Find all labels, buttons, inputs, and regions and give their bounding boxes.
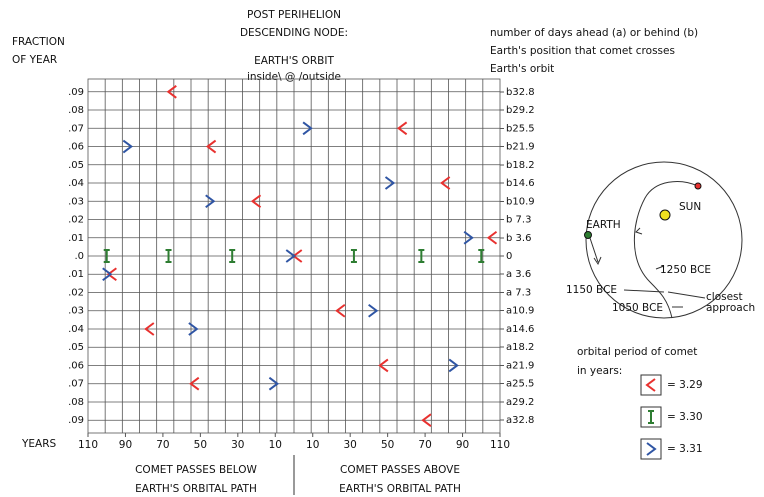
region-label: COMET PASSES ABOVE: [340, 464, 460, 476]
x-tick-label: 10: [306, 439, 319, 451]
y2-tick-label: a18.2: [506, 342, 534, 353]
x-tick-label: 70: [418, 439, 431, 451]
sun: [660, 210, 670, 220]
x-tick-label: 90: [456, 439, 469, 451]
y-tick-label: .09: [68, 87, 84, 98]
x-tick-label: 110: [490, 439, 510, 451]
earth: [585, 232, 592, 239]
y2-tick-label: a 3.6: [506, 269, 531, 280]
y-tick-label: .04: [68, 324, 84, 335]
y-tick-label: .06: [68, 142, 84, 153]
y2-tick-label: b 7.3: [506, 215, 531, 226]
y2-label: Earth's orbit: [490, 63, 554, 75]
y2-tick-label: b 3.6: [506, 233, 531, 244]
orbit-label: 1250 BCE: [660, 264, 711, 276]
y2-tick-label: b14.6: [506, 178, 535, 189]
y-tick-label: .02: [68, 215, 84, 226]
title: POST PERIHELION: [247, 9, 341, 21]
y2-tick-label: a10.9: [506, 306, 534, 317]
y-tick-label: .07: [68, 123, 84, 134]
y-tick-label: .05: [68, 342, 84, 353]
y2-tick-label: a14.6: [506, 324, 534, 335]
y-tick-label: .02: [68, 287, 84, 298]
x-tick-label: 50: [381, 439, 394, 451]
y-tick-label: .0: [74, 251, 84, 262]
legend-box: [641, 375, 661, 395]
region-label: EARTH'S ORBITAL PATH: [135, 483, 257, 495]
x-tick-label: 70: [156, 439, 169, 451]
legend-label: = 3.30: [667, 411, 703, 423]
y-tick-label: .01: [68, 233, 84, 244]
y-tick-label: .01: [68, 269, 84, 280]
y2-label: Earth's position that comet crosses: [490, 45, 675, 57]
y-tick-label: .04: [68, 178, 84, 189]
orbit-label: SUN: [679, 201, 701, 213]
orbit-label: approach: [706, 302, 755, 314]
x-tick-label: 10: [269, 439, 282, 451]
y-label: OF YEAR: [12, 54, 57, 66]
y-label: FRACTION: [12, 36, 65, 48]
legend-label: = 3.29: [667, 379, 703, 391]
legend-title: in years:: [577, 365, 622, 377]
y-tick-label: .07: [68, 379, 84, 390]
y-tick-label: .06: [68, 360, 84, 371]
legend-label: = 3.31: [667, 443, 703, 455]
x-tick-label: 30: [343, 439, 356, 451]
region-label: COMET PASSES BELOW: [135, 464, 257, 476]
y2-tick-label: b29.2: [506, 105, 535, 116]
y-tick-label: .05: [68, 160, 84, 171]
y-tick-label: .09: [68, 415, 84, 426]
y2-tick-label: b32.8: [506, 87, 535, 98]
orbit-label: 1050 BCE: [612, 302, 663, 314]
y2-tick-label: a21.9: [506, 361, 534, 372]
x-tick-label: 30: [231, 439, 244, 451]
y2-tick-label: a 7.3: [506, 288, 531, 299]
y2-tick-label: 0: [506, 251, 512, 262]
y2-tick-label: a25.5: [506, 379, 534, 390]
x-tick-label: 110: [78, 439, 98, 451]
y2-tick-label: a29.2: [506, 397, 534, 408]
orbit-label: 1150 BCE: [566, 284, 617, 296]
legend-title: orbital period of comet: [577, 346, 697, 358]
legend-box: [641, 439, 661, 459]
title: DESCENDING NODE:: [240, 27, 348, 39]
x-tick-label: 50: [194, 439, 207, 451]
orbit-label: EARTH: [586, 219, 621, 231]
y-tick-label: .08: [68, 397, 84, 408]
subtitle: EARTH'S ORBIT: [254, 55, 334, 67]
y-tick-label: .08: [68, 105, 84, 116]
region-label: EARTH'S ORBITAL PATH: [339, 483, 461, 495]
y2-tick-label: b25.5: [506, 124, 535, 135]
y2-tick-label: b10.9: [506, 197, 535, 208]
chart: POST PERIHELION DESCENDING NODE: EARTH'S…: [0, 0, 764, 497]
y2-tick-label: b18.2: [506, 160, 535, 171]
x-tick-label: 90: [119, 439, 132, 451]
x-label: YEARS: [21, 438, 57, 450]
y-tick-label: .03: [68, 306, 84, 317]
y2-tick-label: b21.9: [506, 142, 535, 153]
y2-tick-label: a32.8: [506, 415, 534, 426]
y2-label: number of days ahead (a) or behind (b): [490, 27, 698, 39]
comet: [695, 183, 701, 189]
y-tick-label: .03: [68, 196, 84, 207]
